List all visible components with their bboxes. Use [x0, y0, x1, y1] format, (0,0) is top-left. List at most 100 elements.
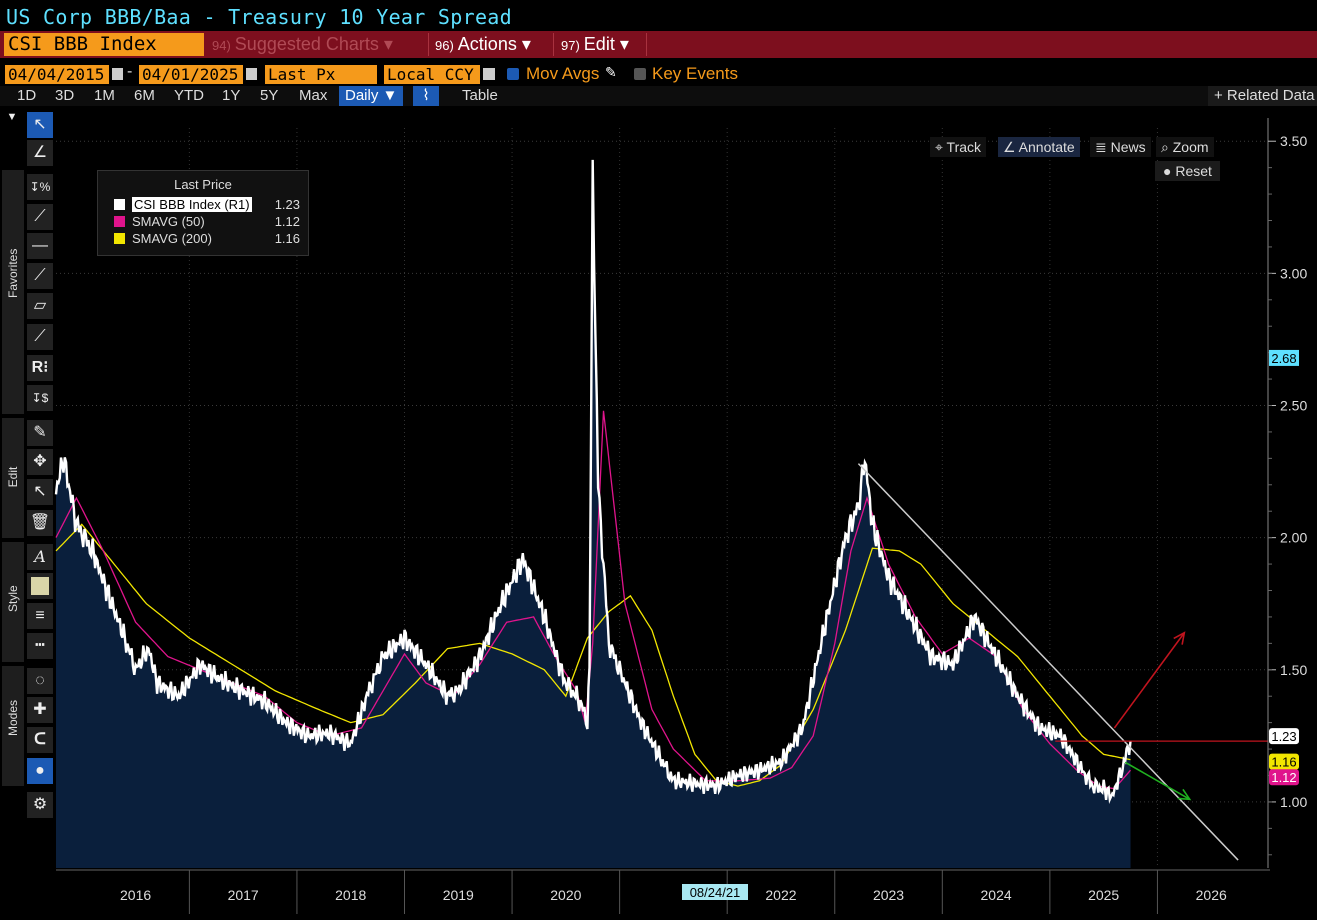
- range-5y[interactable]: 5Y: [260, 87, 279, 104]
- chart-canvas[interactable]: 1.001.502.002.503.003.50 2016 2017 2018 201…: [0, 106, 1317, 920]
- chevron-down-icon[interactable]: [483, 68, 495, 80]
- range-ytd[interactable]: YTD: [174, 87, 204, 104]
- cursor-date: 08/24/21: [690, 885, 741, 900]
- frequency-select[interactable]: Daily ▼: [339, 86, 404, 106]
- draw-line-icon[interactable]: ∠: [27, 140, 53, 166]
- calendar-icon[interactable]: [246, 68, 257, 80]
- legend-value: 1.16: [274, 231, 300, 246]
- range-3d[interactable]: 3D: [55, 87, 75, 104]
- legend-name: CSI BBB Index (R1): [132, 197, 252, 212]
- move-icon[interactable]: ✥: [27, 449, 53, 475]
- edit-label: Edit: [583, 34, 615, 54]
- legend-item[interactable]: SMAVG (200) 1.16: [114, 231, 304, 247]
- chart-type-icon[interactable]: ⌇: [413, 86, 439, 106]
- axis-flag-label: 1.16: [1271, 755, 1296, 770]
- color-mode-icon[interactable]: ●: [27, 758, 53, 784]
- annotate-label: Annotate: [1018, 139, 1075, 155]
- fill-color-icon[interactable]: [27, 573, 53, 599]
- x-tick-label: 2024: [981, 887, 1012, 903]
- table-button[interactable]: Table: [462, 87, 498, 104]
- suggested-label: Suggested Charts: [234, 34, 379, 54]
- legend-header: Last Price: [174, 177, 232, 192]
- lasso-icon[interactable]: ◌: [27, 668, 53, 694]
- chevron-down-icon: ▾: [521, 34, 531, 54]
- range-1d[interactable]: 1D: [17, 87, 37, 104]
- modes-group: Modes: [2, 666, 24, 786]
- x-tick-label: 2023: [873, 887, 904, 903]
- horizontal-line-icon[interactable]: —: [27, 233, 53, 259]
- r-tool-icon[interactable]: R⁝: [27, 355, 53, 381]
- range-6m[interactable]: 6M: [134, 87, 155, 104]
- actions-label: Actions: [457, 34, 517, 54]
- favorites-group: Favorites: [2, 170, 24, 414]
- settings-gear-icon[interactable]: ⚙: [27, 792, 53, 818]
- crosshair-icon[interactable]: ✚: [27, 697, 53, 723]
- news-button[interactable]: ≣ News: [1090, 137, 1151, 157]
- related-data-button[interactable]: + Related Data: [1208, 86, 1317, 106]
- legend-item[interactable]: SMAVG (50) 1.12: [114, 214, 304, 230]
- key-events-label[interactable]: Key Events: [652, 64, 738, 83]
- range-max[interactable]: Max: [299, 87, 328, 104]
- suggested-charts-button[interactable]: 94) Suggested Charts ▾: [212, 33, 393, 56]
- legend[interactable]: Last Price CSI BBB Index (R1) 1.23 SMAVG…: [97, 170, 309, 256]
- legend-swatch: [114, 216, 125, 227]
- axis-flag: [1269, 728, 1299, 745]
- actions-button[interactable]: 96) Actions ▾: [435, 33, 531, 56]
- end-date-input[interactable]: 04/01/2025: [139, 65, 243, 84]
- legend-item[interactable]: CSI BBB Index (R1) 1.23: [114, 197, 304, 213]
- down-arrow: [1124, 761, 1191, 800]
- key-events-checkbox[interactable]: [634, 68, 646, 80]
- legend-swatch: [114, 233, 125, 244]
- y-tick-label: 3.50: [1280, 133, 1307, 149]
- ray-icon[interactable]: ⟋: [27, 263, 53, 289]
- y-tick-label: 3.00: [1280, 265, 1307, 281]
- trash-icon[interactable]: 🗑: [27, 510, 53, 536]
- annotate-button[interactable]: ∠ Annotate: [998, 137, 1080, 157]
- up-arrow: [1113, 632, 1185, 729]
- chevron-down-icon: ▾: [619, 34, 629, 54]
- channel-icon[interactable]: ▱: [27, 293, 53, 319]
- dollar-tool-icon[interactable]: ↧$: [27, 385, 53, 411]
- down-arrow-head: [1177, 788, 1192, 801]
- reset-button[interactable]: ● Reset: [1155, 161, 1220, 181]
- y-axis: 1.00 1.50 2.00 2.50 3.00 3.50: [1267, 118, 1307, 868]
- pencil-icon[interactable]: ✎: [605, 64, 617, 80]
- reset-label: Reset: [1175, 163, 1212, 179]
- text-tool-icon[interactable]: A: [27, 544, 53, 570]
- add-point-icon[interactable]: ↖: [27, 479, 53, 505]
- track-button[interactable]: ⌖ Track: [930, 137, 987, 157]
- x-tick-label: 2020: [550, 887, 581, 903]
- zoom-button[interactable]: ⌕ Zoom: [1156, 137, 1214, 157]
- ticker-input[interactable]: CSI BBB Index: [4, 33, 204, 56]
- mov-avgs-label[interactable]: Mov Avgs: [526, 64, 600, 83]
- range-1y[interactable]: 1Y: [222, 87, 241, 104]
- collapse-arrow-icon[interactable]: ▼: [6, 111, 18, 123]
- start-date-input[interactable]: 04/04/2015: [5, 65, 109, 84]
- pencil-icon[interactable]: ✎: [27, 420, 53, 446]
- axis-flag: [1269, 753, 1299, 770]
- line-weight-icon[interactable]: ≡: [27, 603, 53, 629]
- segment-icon[interactable]: ⟋: [27, 324, 53, 350]
- title-bar: US Corp BBB/Baa - Treasury 10 Year Sprea…: [0, 0, 1317, 30]
- mov-avgs-checkbox[interactable]: [507, 68, 519, 80]
- range-1m[interactable]: 1M: [94, 87, 115, 104]
- x-tick-label: 2019: [443, 887, 474, 903]
- axis-flag-label: 1.12: [1271, 770, 1296, 785]
- field-select[interactable]: Last Px: [265, 65, 377, 84]
- legend-swatch: [114, 199, 125, 210]
- pointer-icon[interactable]: ↖: [27, 112, 53, 138]
- y-tick-label: 2.00: [1280, 530, 1307, 546]
- action-bar: [0, 31, 1317, 58]
- x-tick-label: 2022: [765, 887, 796, 903]
- percent-tool-icon[interactable]: ↧%: [27, 174, 53, 200]
- legend-name: SMAVG (50): [132, 214, 205, 229]
- calendar-icon[interactable]: [112, 68, 123, 80]
- edit-button[interactable]: 97) Edit ▾: [561, 33, 629, 56]
- window-title: US Corp BBB/Baa - Treasury 10 Year Sprea…: [6, 5, 512, 29]
- edit-num: 97): [561, 38, 580, 53]
- line-style-icon[interactable]: ┅: [27, 633, 53, 659]
- suggested-num: 94): [212, 38, 231, 53]
- magnet-icon[interactable]: ᑕ: [27, 727, 53, 753]
- currency-select[interactable]: Local CCY: [384, 65, 480, 84]
- trendline-icon[interactable]: ⟋: [27, 204, 53, 230]
